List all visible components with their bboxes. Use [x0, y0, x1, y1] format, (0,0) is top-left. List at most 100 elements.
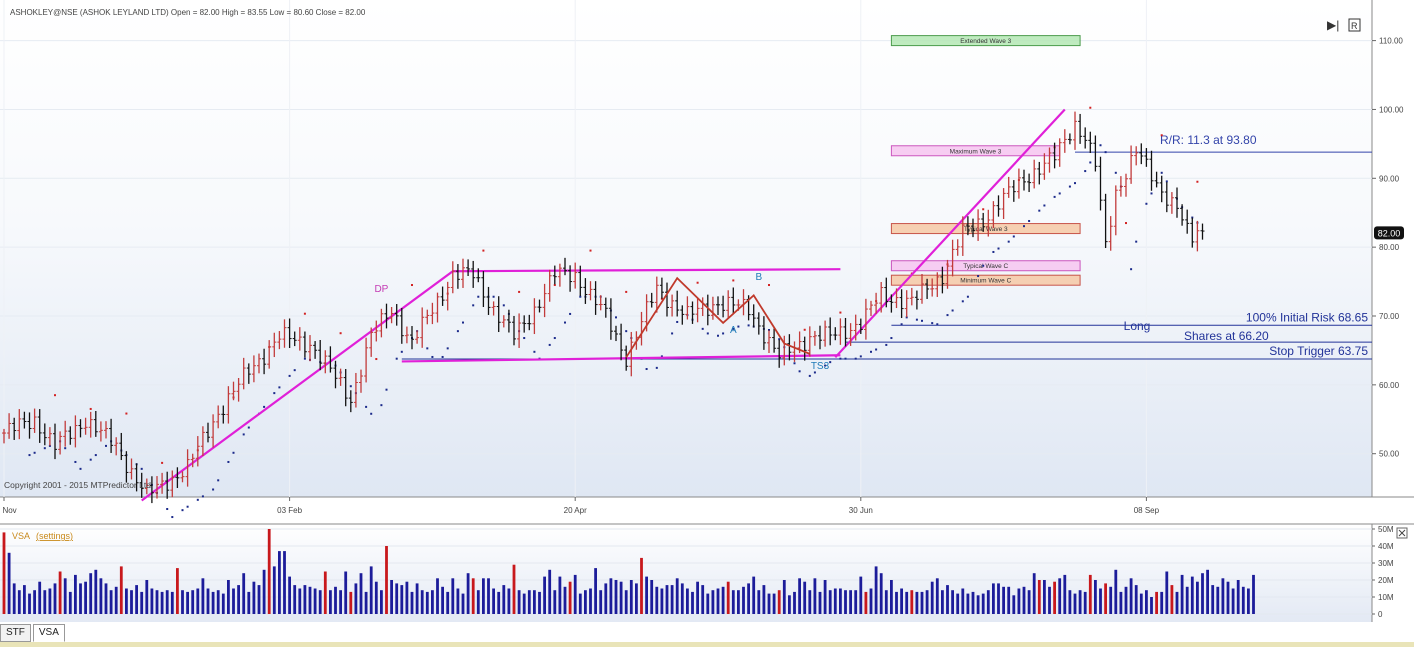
stop-dot: [242, 433, 245, 436]
volume-bar: [915, 591, 919, 614]
stop-dot: [982, 264, 985, 267]
volume-bar: [757, 590, 761, 614]
volume-bar: [1109, 586, 1113, 614]
volume-bar: [344, 571, 348, 614]
risk-line-label: Shares at 66.20: [1184, 329, 1269, 343]
volume-bar: [410, 591, 414, 614]
volume-bar: [874, 566, 878, 614]
resist-dot: [696, 281, 699, 284]
price-tick-label: 50.00: [1379, 450, 1400, 459]
volume-bar: [609, 578, 613, 614]
stop-dot: [1058, 192, 1061, 195]
stop-dot: [227, 460, 230, 463]
volume-bar: [471, 578, 475, 614]
price-bars: [2, 111, 1205, 504]
stop-dot: [181, 509, 184, 512]
volume-bar: [941, 590, 944, 614]
volume-bar: [604, 583, 608, 614]
vsa-settings-link[interactable]: (settings): [36, 531, 73, 541]
volume-bar: [272, 566, 276, 614]
stop-dot: [768, 328, 770, 331]
stop-dot: [859, 355, 862, 358]
stop-dot: [548, 343, 551, 346]
tab-vsa[interactable]: VSA: [32, 624, 65, 642]
stop-dot: [936, 323, 939, 326]
volume-bar: [691, 591, 694, 614]
stop-dot: [900, 323, 903, 326]
wave-target-zones: Extended Wave 3 Maximum Wave 3 Typical Wav…: [890, 35, 1081, 286]
volume-bar: [1175, 591, 1179, 614]
vsa-volume-chart[interactable]: 0 10M 20M 30M 40M 50M VSA (settings): [0, 522, 1414, 622]
volume-bar: [38, 581, 42, 614]
volume-bar: [854, 590, 858, 614]
volume-bar: [298, 588, 302, 614]
play-icon[interactable]: ▶|: [1327, 18, 1339, 32]
volume-bar: [971, 591, 975, 614]
volume-bar: [884, 590, 888, 614]
volume-bar: [737, 590, 740, 614]
volume-bar: [1236, 580, 1240, 614]
volume-bar: [798, 578, 801, 614]
volume-bar: [578, 593, 582, 614]
volume-bar: [237, 585, 240, 614]
r-button-frame[interactable]: [1348, 18, 1361, 32]
chart-title: ASHOKLEY@NSE (ASHOK LEYLAND LTD) Open = …: [10, 8, 366, 17]
price-chart[interactable]: Extended Wave 3 Maximum Wave 3 Typical Wav…: [0, 0, 1414, 522]
volume-bar: [283, 551, 286, 614]
price-tick-label: 60.00: [1379, 381, 1400, 390]
volume-bar: [232, 588, 235, 614]
volume-bar: [1252, 574, 1255, 614]
volume-bar: [864, 591, 868, 614]
volume-bar: [1201, 573, 1204, 614]
volume-bar: [221, 593, 225, 614]
tab-stf[interactable]: STF: [0, 624, 31, 642]
stop-dot: [385, 388, 388, 391]
volume-bar: [1073, 593, 1077, 614]
last-price-badge: 82.00: [1374, 226, 1404, 240]
volume-bar: [451, 578, 455, 614]
stop-dot: [615, 316, 617, 319]
stop-dot: [217, 479, 220, 482]
volume-bar: [1190, 576, 1194, 614]
gridlines: [0, 0, 1372, 497]
volume-bar: [1088, 574, 1092, 614]
volume-bar: [2, 532, 6, 614]
close-panel-icon[interactable]: [1396, 527, 1408, 539]
r-button[interactable]: R: [1351, 21, 1358, 31]
price-tick-label: 100.00: [1379, 105, 1404, 114]
stop-dot: [232, 451, 235, 454]
volume-bar: [135, 585, 138, 614]
stop-dot: [951, 309, 954, 312]
volume-bar: [951, 590, 954, 614]
volume-bar: [441, 586, 444, 614]
volume-bar: [446, 591, 450, 614]
stop-dot: [829, 361, 832, 364]
volume-bar: [308, 586, 312, 614]
resist-dot: [803, 328, 806, 331]
volume-bar: [339, 590, 342, 614]
volume-bar: [1185, 586, 1189, 614]
volume-bar: [140, 591, 144, 614]
volume-bar: [828, 590, 832, 614]
volume-bar: [788, 595, 791, 614]
price-axis: 50.00 60.00 70.00 80.00 90.00 100.00 110.00: [1372, 37, 1404, 459]
volume-bar: [803, 581, 807, 614]
volume-bar: [665, 585, 669, 614]
volume-bar: [354, 583, 358, 614]
volume-bar: [624, 590, 628, 614]
volume-bar: [895, 591, 898, 614]
volume-bar: [731, 590, 735, 614]
wave-zone: Minimum Wave C: [890, 274, 1081, 286]
volume-bar: [1048, 586, 1051, 614]
volume-bar: [160, 591, 164, 614]
volume-bar: [461, 593, 465, 614]
volume-bar: [150, 588, 154, 614]
stop-dot: [472, 304, 475, 307]
volume-bar: [1145, 590, 1148, 614]
stop-dot: [553, 337, 556, 340]
stop-dot: [1007, 240, 1010, 243]
stop-dot: [1130, 268, 1133, 271]
stop-dot: [1074, 182, 1076, 185]
stop-dot: [875, 348, 878, 351]
volume-bar: [900, 588, 903, 614]
